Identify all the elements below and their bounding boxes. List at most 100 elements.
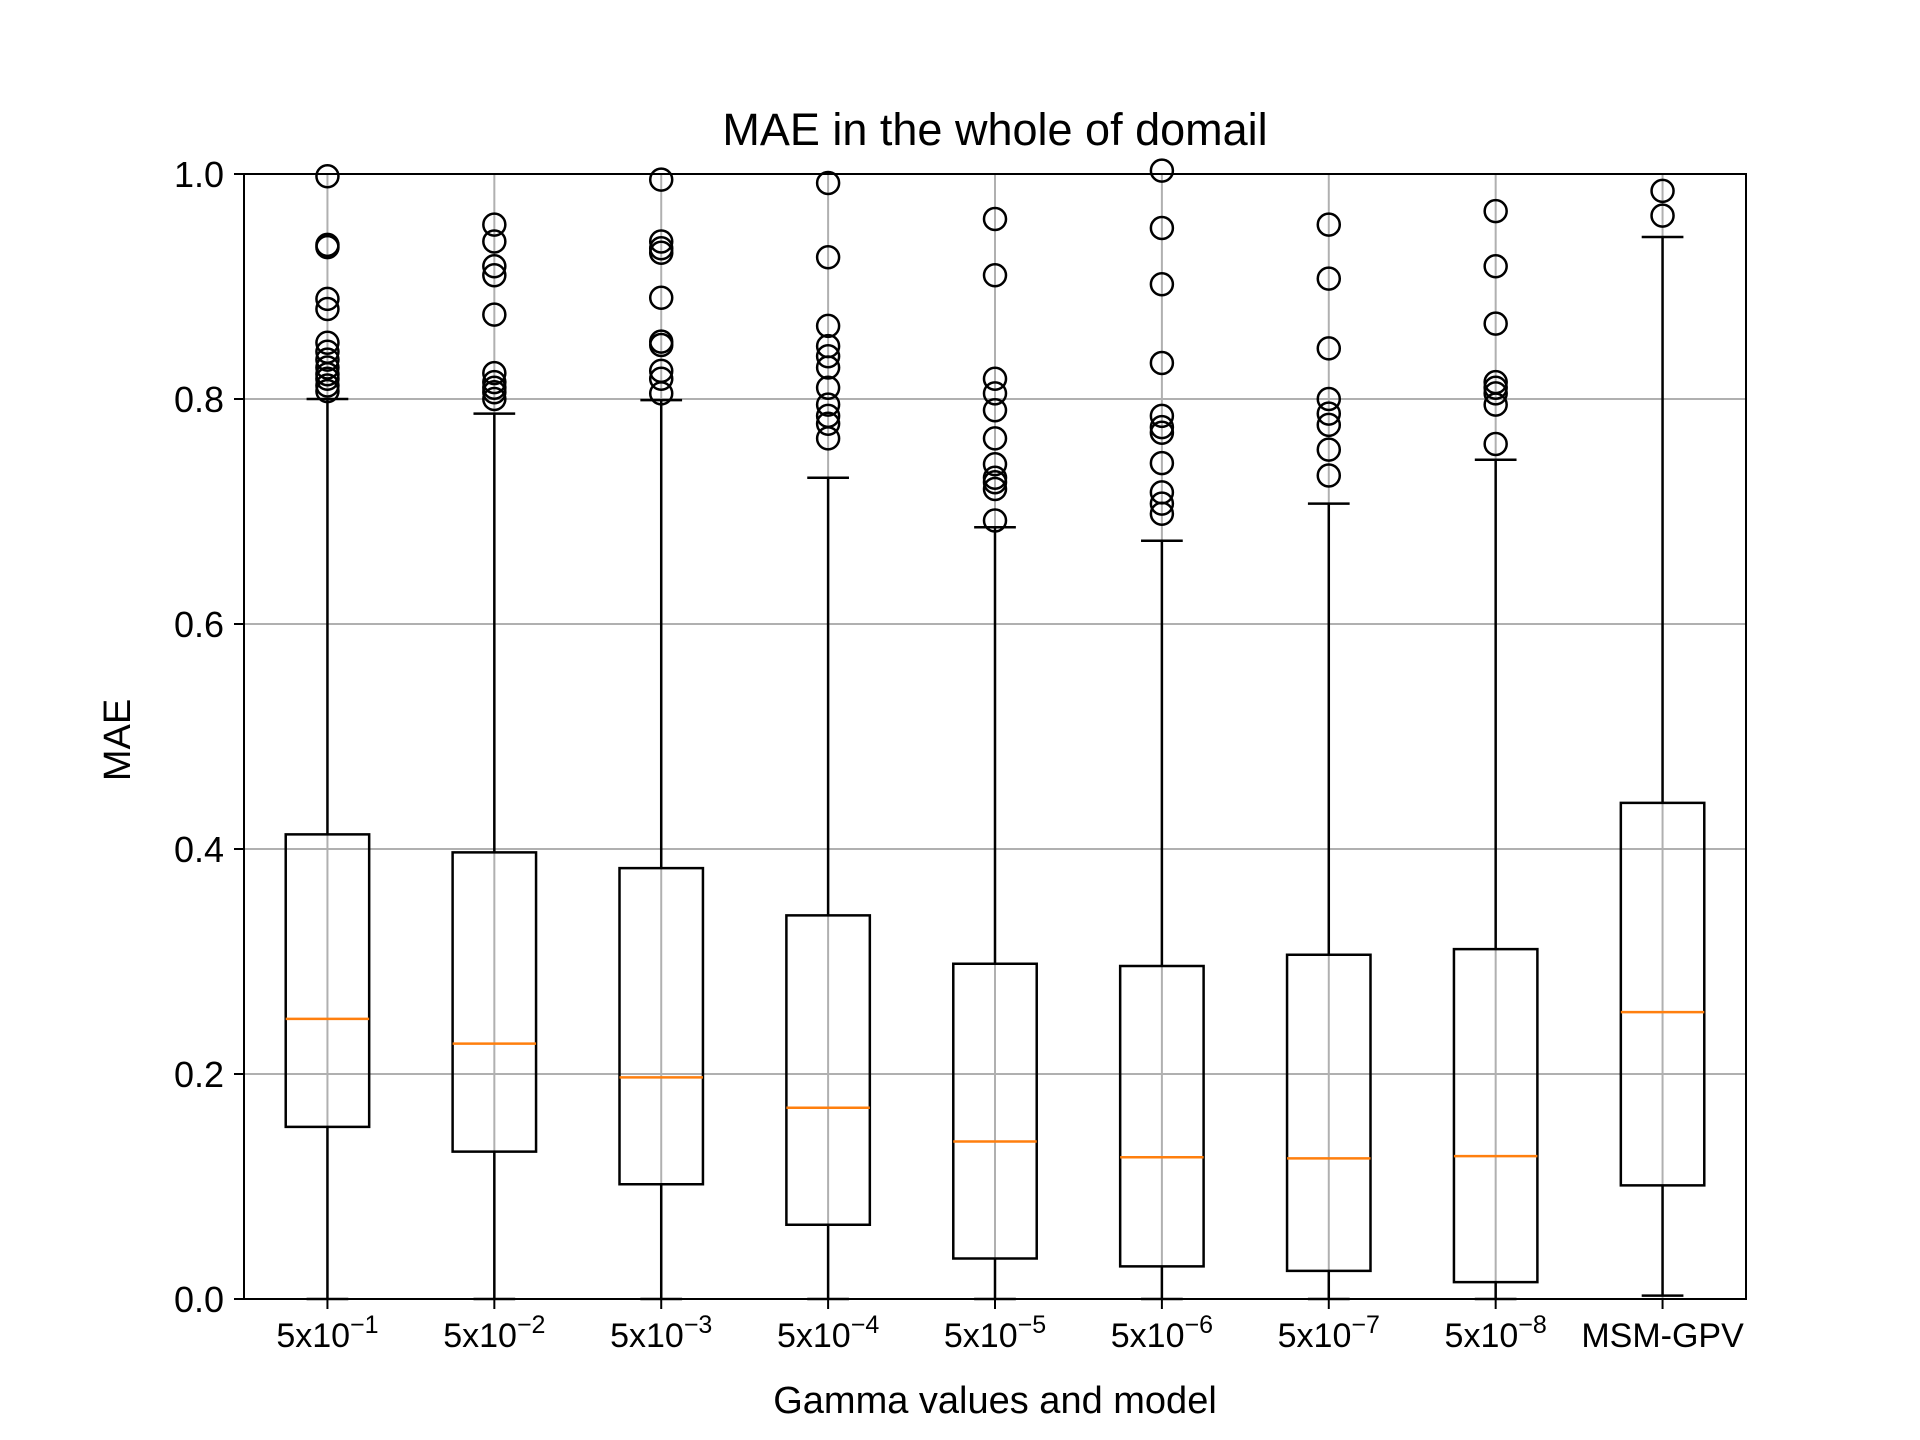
outlier-point: [1316, 266, 1342, 291]
outlier-point: [648, 358, 674, 384]
iqr-box: [1452, 947, 1539, 1284]
outlier-point: [815, 403, 841, 429]
outlier-point: [982, 366, 1008, 391]
x-tick-label: 5x10−2: [443, 1311, 545, 1355]
outlier-point: [482, 263, 507, 288]
outlier-point: [815, 411, 841, 436]
iqr-box: [785, 914, 872, 1226]
iqr-box: [1285, 953, 1372, 1273]
y-tick-label: 0.6: [174, 604, 224, 645]
outlier-point: [1149, 450, 1175, 476]
outlier-point: [1149, 420, 1175, 445]
outlier-point: [1316, 401, 1342, 426]
outlier-point: [1316, 463, 1342, 488]
x-tick-label: 5x10−1: [276, 1311, 378, 1355]
outlier-point: [815, 245, 841, 270]
outlier-point: [482, 302, 507, 327]
outlier-point: [315, 347, 340, 372]
chart-title: MAE in the whole of domail: [722, 104, 1267, 155]
x-tick-label: 5x10−7: [1278, 1311, 1380, 1355]
outlier-point: [1316, 386, 1342, 412]
box-group: [952, 206, 1038, 1301]
outlier-point: [1149, 215, 1175, 241]
iqr-box: [1619, 801, 1706, 1187]
x-tick-label: MSM-GPV: [1581, 1317, 1744, 1355]
outlier-point: [315, 373, 340, 398]
outlier-point: [1149, 491, 1175, 516]
box-series: [284, 158, 1706, 1301]
y-tick-label: 0.2: [174, 1054, 224, 1095]
outlier-point: [815, 344, 841, 369]
x-tick-label: 5x10−6: [1111, 1311, 1213, 1355]
outlier-point: [1149, 414, 1175, 440]
outlier-point: [982, 426, 1008, 451]
outlier-point: [315, 296, 340, 322]
outlier-point: [1483, 431, 1508, 457]
outlier-point: [1316, 336, 1342, 361]
outlier-point: [815, 375, 841, 400]
outlier-point: [1650, 178, 1675, 204]
x-axis-ticks: 5x10−1 5x10−2 5x10−3 5x10−4 5x10−5 5x10−6 5x10…: [276, 1299, 1744, 1355]
box-group: [785, 170, 872, 1301]
y-tick-label: 0.4: [174, 829, 224, 870]
box-group: [618, 167, 705, 1301]
outlier-point: [648, 366, 674, 391]
outlier-point: [1483, 198, 1508, 224]
outlier-point: [982, 452, 1008, 477]
x-tick-label: 5x10−5: [944, 1311, 1046, 1355]
box-group: [1452, 198, 1539, 1301]
x-tick-label: 5x10−4: [777, 1311, 879, 1355]
outlier-point: [315, 330, 340, 355]
outlier-point: [1149, 272, 1175, 297]
outlier-point: [482, 375, 507, 400]
outlier-point: [648, 229, 674, 254]
outlier-point: [1149, 350, 1175, 376]
outlier-point: [982, 398, 1008, 423]
box-group: [1118, 158, 1205, 1301]
iqr-box: [284, 833, 371, 1129]
outlier-point: [315, 286, 340, 312]
outlier-point: [482, 360, 507, 386]
outlier-point: [982, 263, 1008, 288]
outlier-point: [315, 378, 340, 404]
outlier-point: [982, 206, 1008, 232]
outlier-point: [982, 508, 1008, 533]
iqr-box: [451, 851, 538, 1153]
outlier-point: [315, 355, 340, 380]
outlier-point: [648, 285, 674, 310]
iqr-box: [618, 866, 705, 1186]
outlier-point: [482, 229, 507, 254]
outlier-point: [815, 333, 841, 359]
outlier-point: [1149, 480, 1175, 505]
x-tick-label: 5x10−8: [1445, 1311, 1547, 1355]
outlier-point: [482, 386, 507, 412]
outlier-point: [815, 392, 841, 417]
outlier-point: [982, 465, 1008, 490]
iqr-box: [952, 962, 1038, 1260]
outlier-point: [1483, 254, 1508, 279]
outlier-point: [648, 236, 674, 261]
outlier-point: [1483, 381, 1508, 406]
outlier-point: [982, 381, 1008, 406]
y-axis-ticks: 0.0 0.2 0.4 0.6 0.8 1.0: [174, 154, 244, 1320]
outlier-point: [315, 339, 340, 364]
x-axis-label: Gamma values and model: [773, 1380, 1217, 1422]
outlier-point: [815, 170, 841, 196]
y-tick-label: 0.8: [174, 379, 224, 420]
outlier-point: [648, 167, 674, 192]
x-tick-label: 5x10−3: [610, 1311, 712, 1355]
outlier-point: [982, 476, 1008, 502]
outlier-point: [1483, 375, 1508, 400]
outlier-point: [1316, 437, 1342, 462]
y-tick-label: 1.0: [174, 154, 224, 195]
outlier-point: [1483, 311, 1508, 336]
outlier-point: [482, 369, 507, 395]
outlier-point: [1316, 212, 1342, 237]
outlier-point: [1316, 412, 1342, 438]
outlier-point: [1149, 158, 1175, 183]
outlier-point: [482, 254, 507, 279]
outlier-point: [1483, 369, 1508, 395]
outlier-point: [815, 313, 841, 339]
